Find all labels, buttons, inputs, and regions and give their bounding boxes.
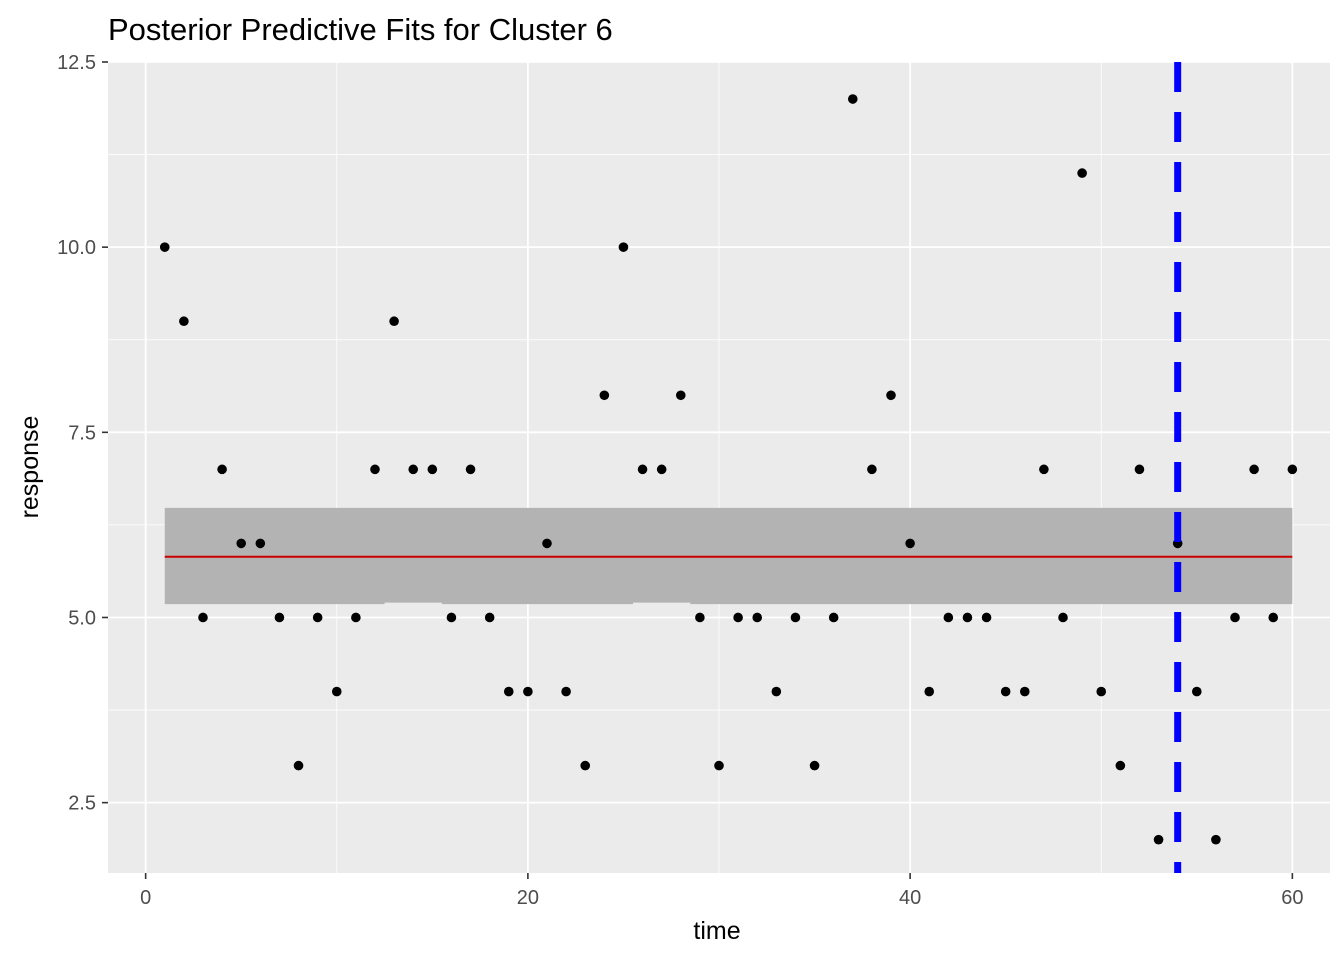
- data-point: [542, 538, 552, 549]
- data-point: [484, 612, 495, 623]
- y-tick-label: 2.5: [68, 793, 96, 815]
- y-tick-label: 5.0: [68, 607, 96, 629]
- data-point: [847, 94, 858, 104]
- x-tick-label: 20: [517, 887, 539, 909]
- data-point: [1115, 760, 1126, 771]
- data-point: [159, 242, 170, 252]
- data-point: [255, 538, 266, 549]
- data-point: [943, 612, 954, 623]
- x-tick-label: 40: [899, 887, 921, 909]
- data-point: [312, 612, 323, 623]
- x-tick-label: 60: [1281, 887, 1303, 909]
- data-point: [427, 464, 438, 475]
- y-axis-title: response: [16, 416, 44, 519]
- data-point: [217, 464, 227, 475]
- data-point: [1058, 612, 1068, 623]
- data-point: [790, 612, 801, 623]
- data-point: [924, 686, 935, 697]
- data-point: [905, 538, 915, 549]
- data-point: [580, 760, 591, 771]
- data-point: [293, 760, 304, 771]
- data-point: [637, 464, 648, 475]
- data-point: [351, 612, 361, 623]
- data-point: [1153, 834, 1164, 845]
- data-point: [1268, 612, 1279, 623]
- data-point: [236, 538, 247, 549]
- data-point: [1287, 464, 1298, 475]
- data-point: [274, 612, 285, 623]
- x-tick-label: 0: [140, 887, 151, 909]
- data-point: [370, 464, 380, 475]
- data-point: [695, 612, 705, 623]
- data-point: [1191, 686, 1202, 697]
- y-axis: 2.5 5.0 7.5 10.0 12.5: [57, 52, 108, 815]
- data-point: [1019, 686, 1030, 697]
- data-point: [599, 390, 610, 401]
- chart-title: Posterior Predictive Fits for Cluster 6: [108, 12, 613, 47]
- data-point: [179, 316, 189, 327]
- x-axis-title: time: [693, 917, 740, 945]
- data-point: [1211, 834, 1221, 845]
- plot-panel: [108, 61, 1330, 873]
- data-point: [408, 464, 419, 475]
- data-point: [465, 464, 476, 475]
- data-point: [1000, 686, 1011, 697]
- y-tick-label: 12.5: [57, 52, 96, 74]
- data-point: [331, 686, 342, 697]
- data-point: [867, 464, 877, 475]
- data-point: [1230, 612, 1240, 623]
- data-point: [962, 612, 973, 623]
- x-axis: 0 20 40 60: [140, 873, 1303, 909]
- data-point: [656, 464, 667, 475]
- y-tick-label: 10.0: [57, 237, 96, 259]
- data-point: [828, 612, 839, 623]
- data-point: [809, 760, 820, 771]
- data-point: [981, 612, 992, 623]
- data-point: [618, 242, 629, 252]
- data-point: [561, 686, 571, 697]
- data-point: [675, 390, 686, 401]
- data-point: [733, 612, 743, 623]
- data-point: [1096, 686, 1107, 697]
- data-point: [1134, 464, 1145, 475]
- data-point: [886, 390, 896, 401]
- data-point: [1249, 464, 1259, 475]
- data-point: [1039, 464, 1049, 475]
- data-point: [1077, 168, 1087, 178]
- y-tick-label: 7.5: [68, 422, 96, 444]
- data-point: [752, 612, 763, 623]
- data-point: [389, 316, 399, 327]
- data-point: [198, 612, 208, 623]
- data-point: [523, 686, 533, 697]
- data-point: [503, 686, 514, 697]
- data-point: [771, 686, 782, 697]
- data-point: [714, 760, 724, 771]
- data-point: [446, 612, 457, 623]
